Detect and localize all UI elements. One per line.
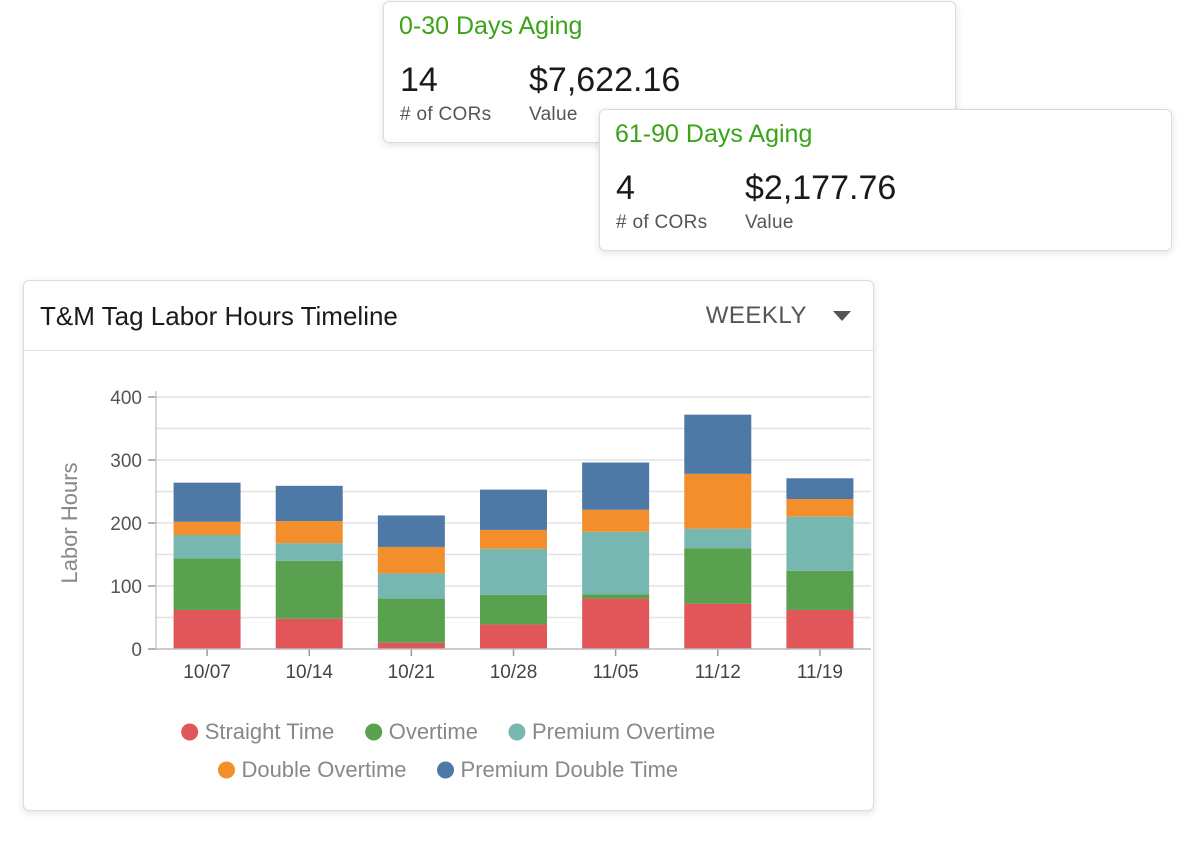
aging-card-title: 61-90 Days Aging <box>615 120 813 148</box>
bar-segment-double-overtime <box>480 529 547 549</box>
bar-segment-premium-overtime <box>786 516 854 571</box>
legend-label: Straight Time <box>205 719 335 744</box>
x-tick-label: 10/21 <box>388 662 436 683</box>
value-amount: $2,177.76 <box>745 169 897 207</box>
x-tick-label: 11/19 <box>797 662 843 683</box>
value-label: Value <box>745 212 794 233</box>
bar-segment-premium-double-time <box>582 462 650 510</box>
legend-label: Premium Double Time <box>461 757 679 782</box>
bar-segment-overtime <box>786 570 854 610</box>
bar-segment-premium-overtime <box>275 543 343 561</box>
bar-segment-double-overtime <box>275 521 343 544</box>
bar-segment-premium-double-time <box>275 485 343 522</box>
bar-segment-premium-overtime <box>480 548 547 595</box>
bar-segment-straight-time <box>275 618 343 649</box>
legend-swatch <box>437 761 455 779</box>
caret-down-icon <box>833 311 851 321</box>
legend-label: Premium Overtime <box>532 719 715 744</box>
cor-count-metric: 4 # of CORs <box>616 168 707 234</box>
bar-segment-premium-overtime <box>582 531 650 595</box>
bar-segment-premium-overtime <box>684 528 752 549</box>
legend-label: Double Overtime <box>241 757 406 782</box>
cor-count-value: 14 <box>400 61 438 99</box>
bar-segment-overtime <box>377 598 445 643</box>
y-tick-label: 400 <box>110 388 142 409</box>
x-tick-label: 11/12 <box>695 662 741 683</box>
bar-segment-double-overtime <box>684 473 752 529</box>
bar-segment-overtime <box>480 594 547 625</box>
bar-segment-straight-time <box>786 609 854 649</box>
bar-segment-premium-double-time <box>786 478 854 500</box>
bar-segment-straight-time <box>173 609 241 649</box>
bar-segment-double-overtime <box>582 509 650 532</box>
x-tick-label: 10/07 <box>183 662 231 683</box>
bar-segment-premium-double-time <box>480 489 547 530</box>
x-tick-label: 10/28 <box>490 662 538 683</box>
aging-card-0-30: 0-30 Days Aging 14 # of CORs $7,622.16 V… <box>383 1 956 143</box>
value-metric: $7,622.16 Value <box>529 60 680 126</box>
bar-segment-overtime <box>684 548 752 604</box>
bar-segment-double-overtime <box>173 521 241 535</box>
aging-card-61-90: 61-90 Days Aging 4 # of CORs $2,177.76 V… <box>599 109 1172 251</box>
y-axis-title: Labor Hours <box>57 462 82 583</box>
period-dropdown[interactable]: WEEKLY <box>706 299 851 333</box>
bar-segment-double-overtime <box>377 546 445 574</box>
cor-count-metric: 14 # of CORs <box>400 60 491 126</box>
bar-segment-overtime <box>582 594 650 599</box>
labor-hours-chart-card: T&M Tag Labor Hours Timeline WEEKLY 0 100… <box>23 280 874 811</box>
bar-segment-overtime <box>275 560 343 619</box>
x-tick-label: 11/05 <box>593 662 639 683</box>
bar-segment-overtime <box>173 558 241 610</box>
bar-segment-straight-time <box>377 642 445 649</box>
chart-header: T&M Tag Labor Hours Timeline WEEKLY <box>24 281 873 351</box>
bar-segment-double-overtime <box>786 499 854 517</box>
stacked-bar-chart: 0 100 200 300 400 Labor Hours 10/07 10/14 10/21 1… <box>57 388 871 782</box>
cor-count-value: 4 <box>616 169 635 207</box>
y-tick-label: 100 <box>110 577 142 598</box>
bar-segment-premium-double-time <box>173 482 241 522</box>
chart-title: T&M Tag Labor Hours Timeline <box>40 301 398 331</box>
legend-swatch <box>508 723 526 741</box>
cor-count-label: # of CORs <box>400 104 492 125</box>
value-label: Value <box>529 104 578 125</box>
legend-swatch <box>365 723 383 741</box>
legend-swatch <box>217 761 235 779</box>
y-tick-label: 300 <box>110 451 142 472</box>
y-tick-label: 200 <box>110 514 142 535</box>
bar-segment-premium-double-time <box>684 414 752 474</box>
value-amount: $7,622.16 <box>529 61 681 99</box>
bar-segment-straight-time <box>582 598 650 649</box>
cor-count-label: # of CORs <box>616 212 708 233</box>
legend-swatch <box>181 723 199 741</box>
bar-segment-premium-overtime <box>377 573 445 599</box>
y-tick-label: 0 <box>131 640 142 661</box>
bar-segment-straight-time <box>480 624 547 649</box>
bar-segment-premium-double-time <box>377 515 445 547</box>
bar-segment-premium-overtime <box>173 534 241 559</box>
value-metric: $2,177.76 Value <box>745 168 896 234</box>
legend-label: Overtime <box>389 719 478 744</box>
aging-card-title: 0-30 Days Aging <box>399 12 583 40</box>
period-dropdown-label: WEEKLY <box>705 302 807 329</box>
x-tick-label: 10/14 <box>285 662 333 683</box>
bar-segment-straight-time <box>684 603 752 649</box>
